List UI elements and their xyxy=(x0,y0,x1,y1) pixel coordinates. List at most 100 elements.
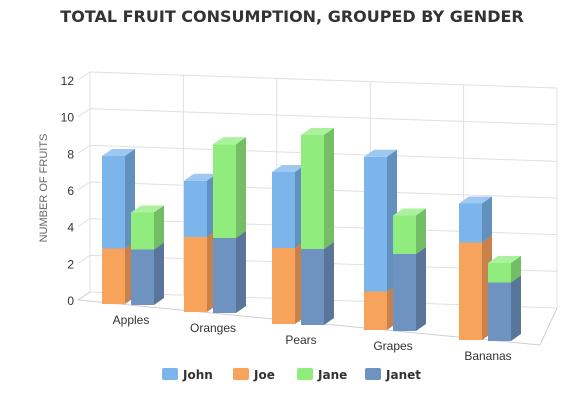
bar-john-bananas[interactable] xyxy=(459,196,492,243)
y-tick-labels: 0 2 4 6 8 10 12 xyxy=(61,74,75,308)
bar-john-pears-front xyxy=(272,172,295,248)
side-gridline-2 xyxy=(77,254,91,264)
legend-item-jane[interactable]: Jane xyxy=(297,368,347,382)
y-tick-label: 4 xyxy=(67,221,74,235)
legend-item-john[interactable]: John xyxy=(162,368,213,382)
bar-john-bananas-front xyxy=(459,203,482,243)
side-gridline-12 xyxy=(77,71,91,81)
legend-item-janet[interactable]: Janet xyxy=(365,368,421,382)
bar-john-grapes-top xyxy=(364,149,397,157)
bar-jane-bananas-top xyxy=(488,256,521,263)
side-gridline-10 xyxy=(77,108,91,118)
bar-john-pears[interactable] xyxy=(272,165,305,248)
bar-janet-bananas[interactable] xyxy=(488,275,521,342)
bar-janet-grapes-front xyxy=(393,254,416,331)
bar-john-grapes-front xyxy=(364,156,387,292)
bar-joe-bananas[interactable] xyxy=(459,235,492,341)
bar-joe-apples-front xyxy=(102,248,125,304)
bar-john-apples-top xyxy=(102,149,135,156)
bar-john-oranges[interactable] xyxy=(184,173,217,237)
legend-label-john: John xyxy=(182,368,213,382)
bar-jane-grapes[interactable] xyxy=(393,208,426,255)
bar-janet-apples-front xyxy=(131,249,154,305)
bar-jane-grapes-side xyxy=(416,208,426,254)
bar-janet-oranges-side xyxy=(236,231,246,313)
bar-john-apples[interactable] xyxy=(102,149,135,249)
bar-jane-grapes-front xyxy=(393,215,416,254)
bar-jane-bananas[interactable] xyxy=(488,256,521,283)
y-tick-label: 6 xyxy=(67,184,74,198)
bar-john-bananas-side xyxy=(482,196,492,243)
bars-layer xyxy=(102,128,521,341)
bar-jane-apples-top xyxy=(131,205,164,213)
bar-jane-oranges-front xyxy=(213,144,236,238)
legend-label-janet: Janet xyxy=(385,368,421,382)
bar-janet-pears[interactable] xyxy=(301,242,334,325)
x-tick-label-pears: Pears xyxy=(285,333,316,347)
bar-john-oranges-front xyxy=(184,180,207,237)
bar-john-apples-front xyxy=(102,156,125,249)
y-tick-label: 10 xyxy=(61,111,75,125)
bar-janet-bananas-side xyxy=(511,275,521,341)
bar-jane-pears[interactable] xyxy=(301,128,334,249)
bar-janet-bananas-front xyxy=(488,282,511,341)
x-tick-label-apples: Apples xyxy=(113,313,150,327)
bar-janet-grapes-side xyxy=(416,247,426,331)
x-tick-label-oranges: Oranges xyxy=(190,321,236,335)
bar-jane-bananas-front xyxy=(488,263,511,283)
legend-swatch-janet xyxy=(365,368,381,380)
floor-right-edge xyxy=(539,307,558,346)
bar-john-grapes[interactable] xyxy=(364,149,397,292)
bar-john-bananas-top xyxy=(459,196,492,204)
y-tick-label: 12 xyxy=(61,74,75,88)
side-gridline-6 xyxy=(77,181,91,191)
bar-joe-oranges-front xyxy=(184,237,207,312)
bar-joe-oranges[interactable] xyxy=(184,230,217,312)
legend-swatch-john xyxy=(162,368,178,380)
bar-janet-apples-side xyxy=(154,242,164,305)
bar-jane-oranges-side xyxy=(236,137,246,238)
legend[interactable]: John Joe Jane Janet xyxy=(162,368,421,382)
bar-jane-bananas-side xyxy=(511,256,521,283)
floor-left-edge xyxy=(77,291,91,301)
y-tick-label: 8 xyxy=(67,147,74,161)
bar-joe-pears-front xyxy=(272,248,295,324)
category-labels: Apples Oranges Pears Grapes Bananas xyxy=(113,313,512,363)
bar-jane-oranges-top xyxy=(213,137,246,145)
bar-janet-pears-side xyxy=(324,242,334,325)
legend-label-jane: Jane xyxy=(317,368,347,382)
side-gridline-4 xyxy=(77,218,91,228)
bar-janet-oranges[interactable] xyxy=(213,231,246,313)
legend-swatch-jane xyxy=(297,368,313,380)
bar-joe-grapes-front xyxy=(364,291,387,330)
side-gridline-8 xyxy=(77,144,91,154)
y-axis-title: NUMBER OF FRUITS xyxy=(38,134,50,243)
x-tick-label-bananas: Bananas xyxy=(464,349,511,363)
bar-janet-pears-front xyxy=(301,249,324,325)
bar-jane-pears-front xyxy=(301,135,324,249)
bar-janet-oranges-front xyxy=(213,238,236,313)
chart-title: TOTAL FRUIT CONSUMPTION, GROUPED BY GEND… xyxy=(60,7,523,26)
bar-janet-grapes[interactable] xyxy=(393,247,426,331)
y-tick-label: 0 xyxy=(67,294,74,308)
bar-janet-apples[interactable] xyxy=(131,242,164,306)
gridline-10 xyxy=(89,108,558,126)
bar-john-pears-top xyxy=(272,165,305,172)
bar-jane-apples[interactable] xyxy=(131,205,164,250)
bar-jane-pears-side xyxy=(324,128,334,249)
bar-jane-grapes-top xyxy=(393,208,426,216)
bar-joe-bananas-front xyxy=(459,242,482,340)
bar-jane-apples-side xyxy=(154,205,164,250)
bar-john-oranges-top xyxy=(184,173,217,181)
legend-item-joe[interactable]: Joe xyxy=(233,368,275,382)
bar-joe-pears[interactable] xyxy=(272,241,305,324)
bar-jane-pears-top xyxy=(301,128,334,135)
legend-label-joe: Joe xyxy=(253,368,275,382)
gridline-12 xyxy=(89,71,558,89)
bar-jane-oranges[interactable] xyxy=(213,137,246,238)
y-tick-label: 2 xyxy=(67,257,74,271)
bar-jane-apples-front xyxy=(131,212,154,250)
bar-joe-apples[interactable] xyxy=(102,241,135,305)
